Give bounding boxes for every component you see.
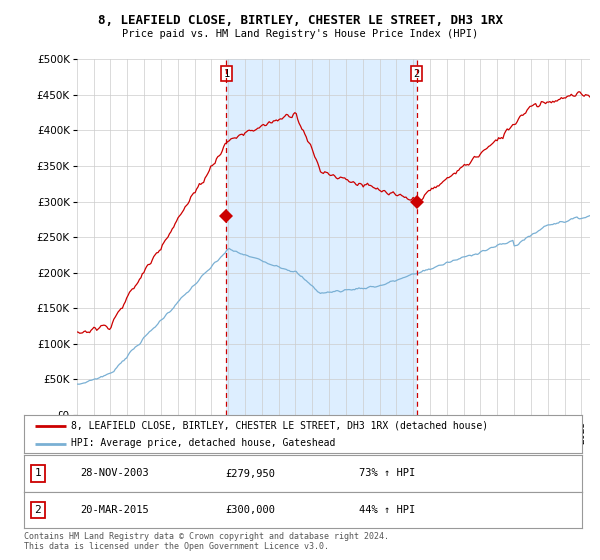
Text: HPI: Average price, detached house, Gateshead: HPI: Average price, detached house, Gate… <box>71 438 336 449</box>
Text: 20-MAR-2015: 20-MAR-2015 <box>80 505 149 515</box>
Text: Price paid vs. HM Land Registry's House Price Index (HPI): Price paid vs. HM Land Registry's House … <box>122 29 478 39</box>
Text: 2: 2 <box>35 505 41 515</box>
Text: Contains HM Land Registry data © Crown copyright and database right 2024.
This d: Contains HM Land Registry data © Crown c… <box>24 532 389 552</box>
Text: 44% ↑ HPI: 44% ↑ HPI <box>359 505 415 515</box>
Text: £300,000: £300,000 <box>225 505 275 515</box>
Text: 8, LEAFIELD CLOSE, BIRTLEY, CHESTER LE STREET, DH3 1RX (detached house): 8, LEAFIELD CLOSE, BIRTLEY, CHESTER LE S… <box>71 421 488 431</box>
Text: 1: 1 <box>223 68 230 78</box>
Bar <box>226 59 416 415</box>
Text: £279,950: £279,950 <box>225 469 275 478</box>
Text: 73% ↑ HPI: 73% ↑ HPI <box>359 469 415 478</box>
Text: 2: 2 <box>413 68 419 78</box>
Text: 8, LEAFIELD CLOSE, BIRTLEY, CHESTER LE STREET, DH3 1RX: 8, LEAFIELD CLOSE, BIRTLEY, CHESTER LE S… <box>97 14 503 27</box>
Text: 1: 1 <box>35 469 41 478</box>
Text: 28-NOV-2003: 28-NOV-2003 <box>80 469 149 478</box>
